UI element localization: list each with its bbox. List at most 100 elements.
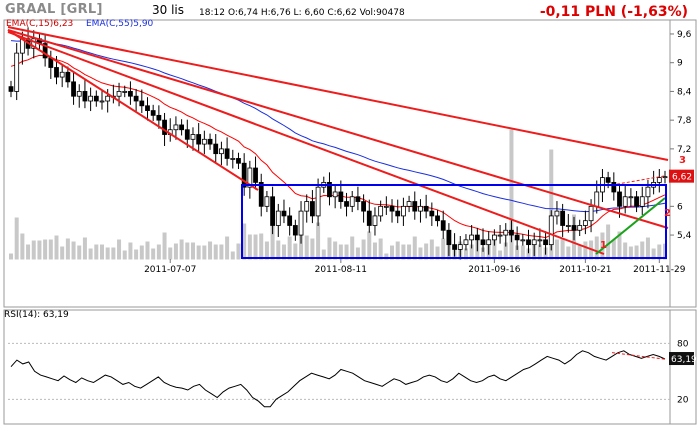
ohlc-readout: O:6,74 H:6,76 L: 6,60 C:6,62 Vol:90478 (228, 8, 405, 18)
candle-body (440, 220, 446, 231)
candle-body (224, 148, 230, 159)
volume-bar (213, 244, 218, 260)
volume-bar (281, 244, 286, 260)
candle-body (327, 181, 332, 198)
candle-body (162, 119, 167, 135)
volume-bar (77, 245, 82, 260)
candle-body (543, 239, 548, 246)
candle-body (605, 177, 611, 183)
candle-body (304, 201, 310, 212)
volume-bar (384, 253, 389, 260)
support-line (595, 197, 666, 255)
volume-bar (145, 241, 150, 260)
candle-body (366, 210, 372, 226)
volume-bar (60, 246, 65, 260)
candle-body (264, 196, 270, 207)
candle-body (372, 215, 378, 226)
volume-bar (162, 232, 167, 260)
candle-body (645, 186, 651, 198)
volume-bar (429, 239, 434, 260)
candle-body (412, 201, 418, 212)
candle-body (548, 215, 554, 246)
candle-body (469, 234, 475, 241)
volume-bar (128, 242, 133, 260)
volume-bar (515, 245, 520, 260)
candle-body (207, 138, 213, 145)
volume-bar (310, 238, 315, 260)
trendline-3 (7, 26, 669, 161)
volume-bar (54, 235, 59, 260)
volume-bar (259, 233, 264, 260)
candle-body (662, 176, 668, 179)
volume-bar (179, 239, 184, 260)
candle-body (406, 201, 412, 207)
interval-label[interactable]: 30 lis (152, 3, 185, 17)
candle-body (349, 196, 355, 207)
candle-body (105, 95, 111, 102)
candle-body (628, 196, 634, 199)
volume-bar (520, 245, 525, 260)
volume-bar (492, 239, 497, 260)
candle-body (588, 205, 594, 222)
last-price-tag-bg (669, 169, 694, 183)
date-tick-label: 2011-07-07 (144, 265, 196, 275)
candle-body (383, 205, 389, 208)
trendline-2 (7, 29, 669, 229)
volume-bar (82, 237, 87, 260)
candle-body (355, 196, 361, 202)
volume-bar (577, 245, 582, 260)
price-panel-frame (3, 19, 697, 308)
candle-body (76, 91, 82, 97)
candle-body (531, 239, 537, 246)
candle-body (236, 158, 241, 164)
price-tick-label: 7,8 (677, 116, 692, 126)
rsi-legend: RSI(14): 63,19 (4, 310, 69, 320)
candle-body (213, 143, 219, 155)
volume-bar (316, 222, 321, 260)
candle-body (287, 215, 293, 226)
candle-body (520, 239, 526, 242)
candle-body (338, 191, 344, 202)
volume-bar (390, 245, 395, 260)
time-label: 18:12 (199, 8, 225, 18)
range-rectangle (241, 184, 667, 259)
rsi-last-tag: 63,19 (671, 355, 697, 365)
date-tick-label: 2011-11-29 (633, 265, 686, 275)
candle-body (577, 225, 583, 231)
date-tick-label: 2011-09-16 (468, 265, 521, 275)
trendline-1 (7, 31, 605, 255)
candle-body (446, 229, 452, 246)
volume-bar (361, 239, 366, 260)
volume-bar (71, 241, 76, 260)
candle-body (128, 91, 133, 97)
candle-body (565, 225, 571, 227)
volume-bar (20, 233, 25, 260)
volume-bar (338, 244, 343, 260)
volume-bar (185, 242, 190, 260)
candle-body (480, 239, 486, 246)
candle-body (275, 210, 281, 226)
candle-body (258, 181, 264, 207)
candle-body (332, 191, 338, 198)
volume-bar (537, 244, 542, 260)
candles (8, 27, 668, 260)
volume-bar (168, 247, 173, 260)
candle-body (150, 110, 156, 116)
volume-bar (526, 248, 531, 260)
candle-body (145, 105, 150, 111)
candle-body (292, 225, 298, 236)
candle-body (315, 186, 321, 217)
candle-body (634, 196, 639, 207)
volume-bar (401, 244, 406, 260)
volume-bar (418, 247, 423, 260)
candle-body (281, 210, 287, 217)
volume-bar (634, 245, 639, 260)
candle-body (71, 81, 76, 97)
candle-body (491, 234, 497, 241)
volume-bar (600, 232, 605, 260)
volume-bar (611, 239, 616, 260)
volume-bar (202, 245, 207, 260)
volume-bar (247, 234, 252, 260)
volume-bar (65, 238, 70, 260)
